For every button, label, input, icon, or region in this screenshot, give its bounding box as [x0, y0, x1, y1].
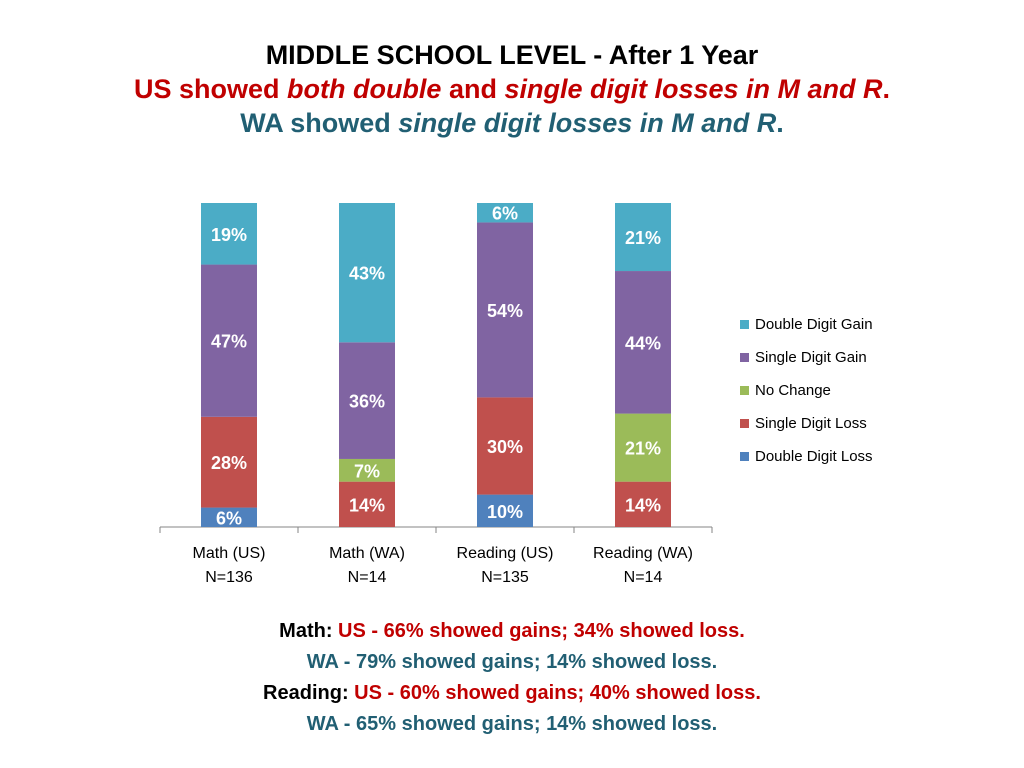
data-label: 36% — [349, 392, 385, 412]
legend-label: Single Digit Gain — [755, 349, 867, 366]
data-label: 28% — [211, 453, 247, 473]
summary-math-label: Math: — [279, 620, 339, 642]
bar-segment-double-digit-loss — [201, 507, 257, 527]
bar-segment-double-digit-gain — [477, 203, 533, 223]
title-block: MIDDLE SCHOOL LEVEL - After 1 Year US sh… — [0, 38, 1024, 140]
data-label: 14% — [625, 495, 661, 515]
data-label: 21% — [625, 228, 661, 248]
summary-reading-wa: WA - 65% showed gains; 14% showed loss. — [306, 713, 718, 735]
x-tick-label: Math (US) — [193, 545, 266, 562]
legend-label: Double Digit Loss — [755, 448, 873, 465]
x-tick-label: N=14 — [624, 569, 663, 586]
bar-segment-double-digit-loss — [477, 494, 533, 527]
x-tick-label: N=14 — [348, 569, 387, 586]
bar-segment-single-digit-gain — [477, 222, 533, 398]
legend-swatch-single-digit-loss — [740, 419, 749, 428]
bar-segment-double-digit-gain — [615, 203, 671, 272]
data-label: 14% — [349, 495, 385, 515]
legend-label: Double Digit Gain — [755, 316, 873, 333]
bar-segment-single-digit-loss — [201, 416, 257, 508]
x-tick-label: Math (WA) — [329, 545, 405, 562]
x-tick-label: Reading (US) — [457, 545, 554, 562]
data-label: 30% — [487, 437, 523, 457]
data-label: 54% — [487, 301, 523, 321]
data-label: 44% — [625, 333, 661, 353]
data-label: 7% — [354, 461, 380, 481]
legend-swatch-no-change — [740, 386, 749, 395]
data-label: 19% — [211, 225, 247, 245]
title-line-2-a: US showed — [133, 74, 287, 104]
bar-segment-single-digit-gain — [615, 271, 671, 414]
data-label: 21% — [625, 439, 661, 459]
title-line-2-b: both double — [286, 74, 442, 104]
data-label: 47% — [211, 332, 247, 352]
bar-segment-single-digit-gain — [201, 264, 257, 417]
bar-segment-no-change — [339, 458, 395, 482]
bar-segment-no-change — [615, 413, 671, 482]
x-tick-label: N=136 — [205, 569, 253, 586]
data-label: 43% — [349, 264, 385, 284]
title-line-1: MIDDLE SCHOOL LEVEL - After 1 Year — [265, 40, 759, 70]
summary-line-1: Math: US - 66% showed gains; 34% showed … — [0, 616, 1024, 647]
legend-label: Single Digit Loss — [755, 415, 867, 432]
summary-math-wa: WA - 79% showed gains; 14% showed loss. — [306, 651, 718, 673]
x-tick-label: Reading (WA) — [593, 545, 693, 562]
summary-math-us: US - 66% showed gains; 34% showed loss. — [338, 620, 745, 642]
summary-line-3: Reading: US - 60% showed gains; 40% show… — [0, 678, 1024, 709]
title-line-3: WA showed single digit losses in M and R… — [0, 106, 1024, 140]
legend-swatch-single-digit-gain — [740, 353, 749, 362]
title-line-2-d: single digit losses in M and R — [504, 74, 883, 104]
data-label: 6% — [216, 508, 242, 528]
summary-block: Math: US - 66% showed gains; 34% showed … — [0, 616, 1024, 740]
stacked-bar-chart: 6% 28% 47% 19% Math (US) N=136 14% 7% 36% 43% Math… — [159, 203, 873, 586]
bar-segment-double-digit-gain — [201, 203, 257, 265]
summary-reading-us: US - 60% showed gains; 40% showed loss. — [354, 682, 761, 704]
title-line-2-e: . — [882, 74, 891, 104]
data-label: 6% — [492, 204, 518, 224]
title-line-3-b: single digit losses in M and R — [398, 108, 777, 138]
legend-swatch-double-digit-loss — [740, 452, 749, 461]
data-label: 10% — [487, 502, 523, 522]
x-tick-label: N=135 — [481, 569, 529, 586]
title-line-2-c: and — [441, 74, 505, 104]
title-line-3-a: WA showed — [240, 108, 399, 138]
title-line-3-c: . — [776, 108, 784, 138]
legend-label: No Change — [755, 382, 831, 399]
legend-swatch-double-digit-gain — [740, 320, 749, 329]
bar-segment-single-digit-loss — [477, 397, 533, 495]
title-line-2: US showed both double and single digit l… — [0, 72, 1024, 106]
summary-reading-label: Reading: — [263, 682, 355, 704]
bar-segment-double-digit-gain — [339, 203, 395, 343]
bar-segment-single-digit-gain — [339, 342, 395, 459]
bar-segment-single-digit-loss — [339, 481, 395, 527]
bar-segment-single-digit-loss — [615, 481, 671, 527]
